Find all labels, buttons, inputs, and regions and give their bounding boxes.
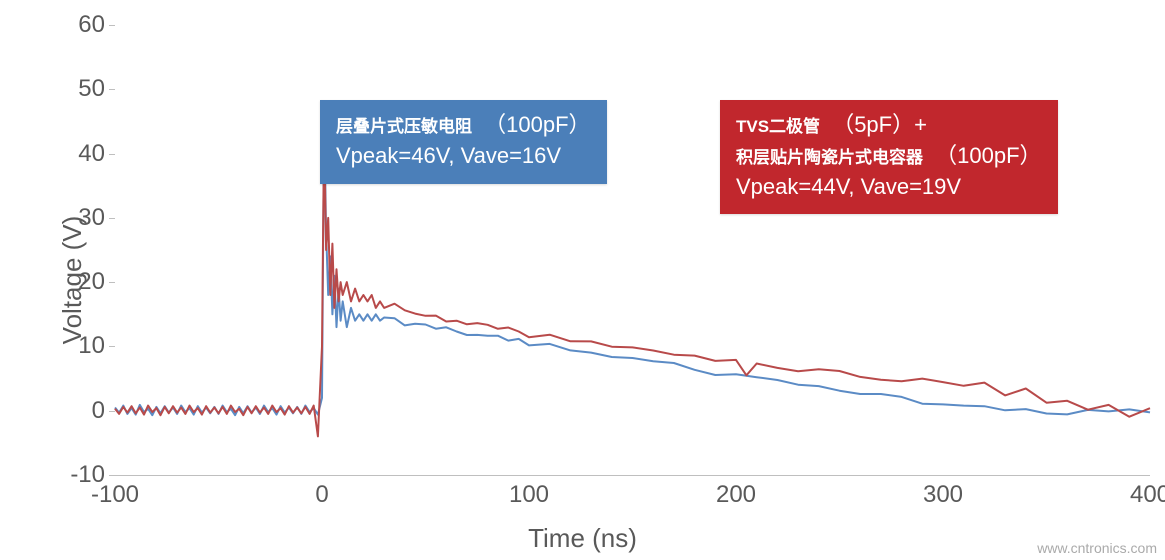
y-tick-mark: [109, 154, 115, 155]
y-tick-label: 10: [55, 332, 105, 360]
y-tick-mark: [109, 346, 115, 347]
x-tick-label: 400: [1130, 481, 1165, 509]
y-tick-mark: [109, 25, 115, 26]
x-tick-label: 0: [315, 481, 328, 509]
legend-mlv-values: Vpeak=46V, Vave=16V: [336, 141, 591, 172]
watermark: www.cntronics.com: [1037, 540, 1157, 556]
y-tick-mark: [109, 89, 115, 90]
y-tick-mark: [109, 218, 115, 219]
x-tick-label: 100: [509, 481, 549, 509]
y-tick-label: 0: [55, 397, 105, 425]
legend-tvs-cap1: （5pF）+: [832, 112, 927, 137]
y-tick-label: 50: [55, 75, 105, 103]
y-tick-label: 60: [55, 11, 105, 39]
y-tick-mark: [109, 475, 115, 476]
legend-tvs-values: Vpeak=44V, Vave=19V: [736, 172, 1042, 203]
y-tick-mark: [109, 282, 115, 283]
x-tick-label: 300: [923, 481, 963, 509]
series-lines: [0, 0, 1165, 560]
legend-tvs-cap2: （100pF）: [935, 143, 1041, 168]
y-tick-mark: [109, 411, 115, 412]
legend-tvs-title2: 积层贴片陶瓷片式电容器: [736, 148, 923, 167]
y-tick-label: 40: [55, 140, 105, 168]
x-tick-label: 200: [716, 481, 756, 509]
voltage-time-chart: Voltage (V) Time (ns) 层叠片式压敏电阻 （100pF） V…: [0, 0, 1165, 560]
x-tick-label: -100: [91, 481, 139, 509]
y-tick-label: 20: [55, 268, 105, 296]
legend-tvs: TVS二极管 （5pF）+ 积层贴片陶瓷片式电容器 （100pF） Vpeak=…: [720, 100, 1058, 214]
legend-mlv: 层叠片式压敏电阻 （100pF） Vpeak=46V, Vave=16V: [320, 100, 607, 184]
legend-mlv-cap: （100pF）: [484, 112, 590, 137]
legend-mlv-title: 层叠片式压敏电阻: [336, 117, 472, 136]
y-tick-label: 30: [55, 204, 105, 232]
legend-tvs-title1: TVS二极管: [736, 117, 820, 136]
